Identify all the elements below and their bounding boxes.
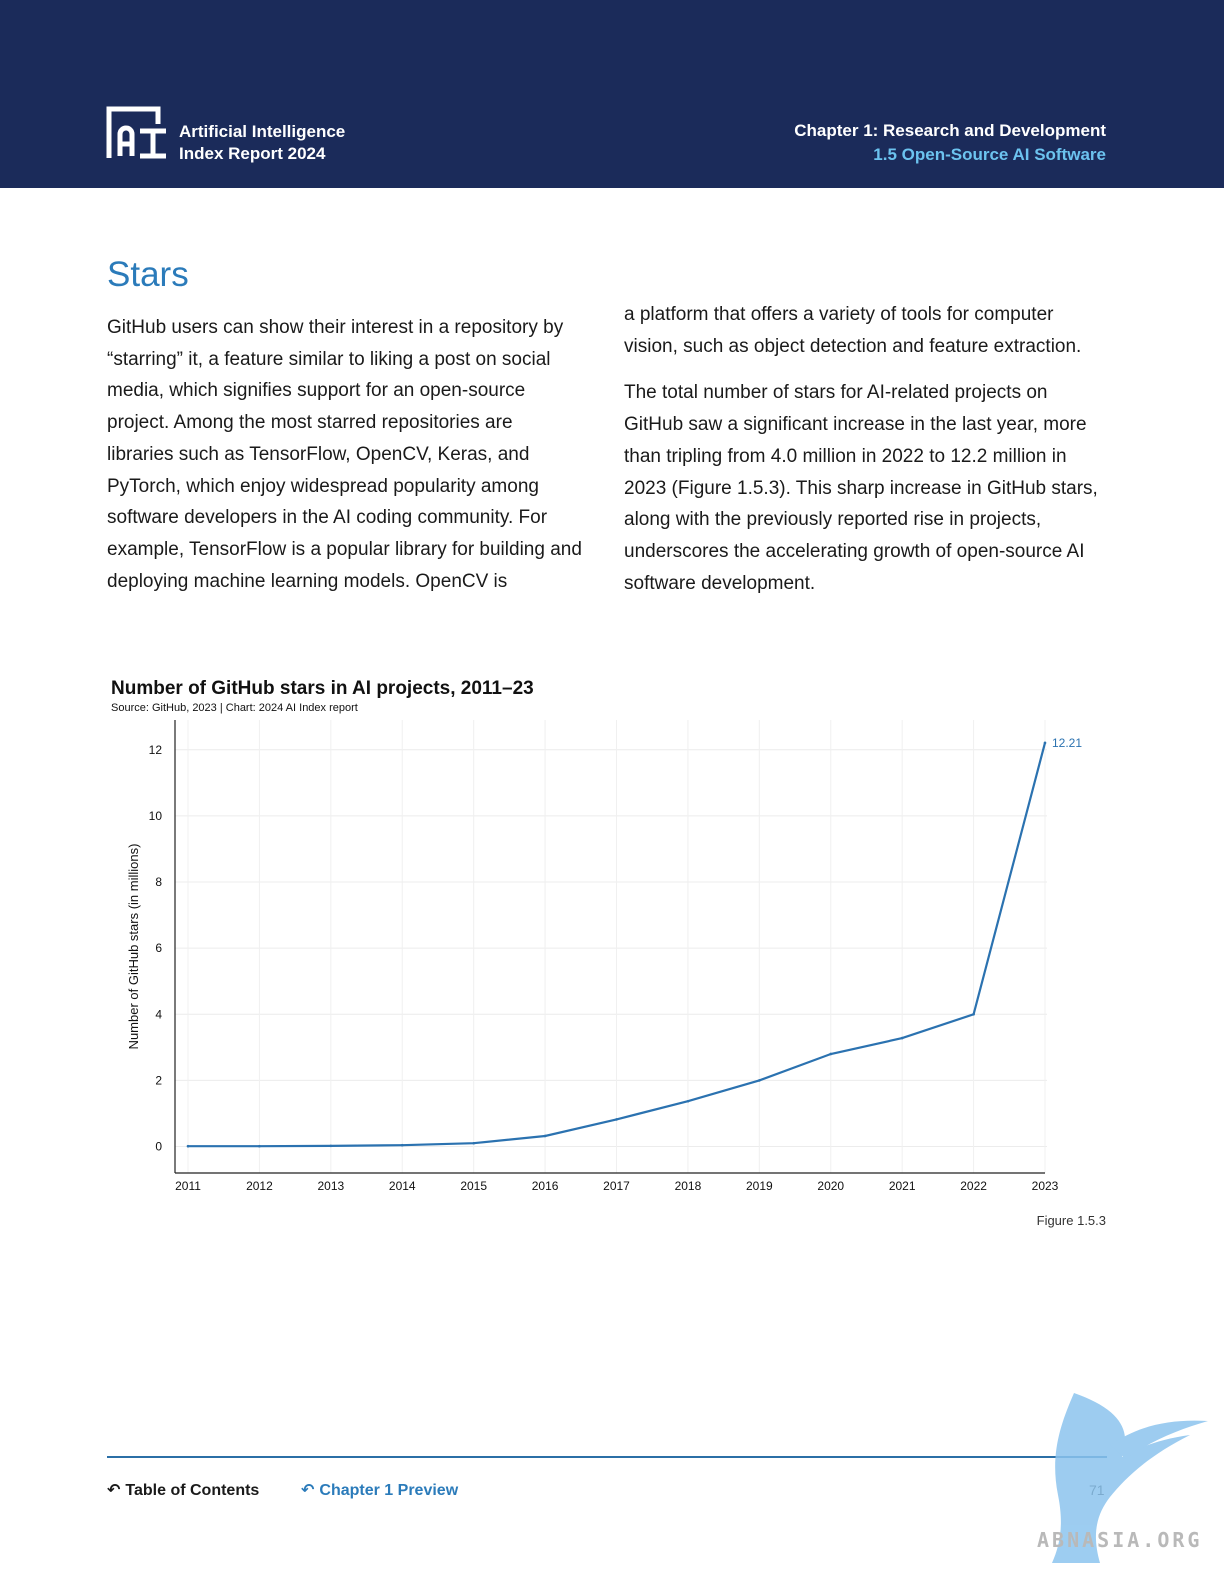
body-paragraph: a platform that offers a variety of tool… <box>624 304 1082 357</box>
report-title: Artificial Intelligence Index Report 202… <box>179 121 345 165</box>
right-column: a platform that offers a variety of tool… <box>624 299 1109 614</box>
report-title-line1: Artificial Intelligence <box>179 122 346 141</box>
data-point <box>472 1141 475 1145</box>
figure-label: Figure 1.5.3 <box>1036 1213 1106 1228</box>
data-point <box>615 1118 618 1121</box>
ai-index-logo-icon <box>106 106 166 159</box>
x-tick-label: 2018 <box>675 1179 702 1193</box>
report-title-line2: Index Report 2024 <box>179 144 326 163</box>
series-points <box>186 741 1047 1148</box>
body-paragraph: The total number of stars for AI-related… <box>624 382 1098 594</box>
x-tick-label: 2012 <box>246 1179 273 1193</box>
data-point <box>758 1079 761 1082</box>
x-tick-label: 2020 <box>817 1179 844 1193</box>
chart-title: Number of GitHub stars in AI projects, 2… <box>111 678 534 699</box>
x-tick-label: 2013 <box>317 1179 344 1193</box>
end-value-label: 12.21 <box>1052 736 1082 750</box>
data-point <box>329 1144 333 1148</box>
chart-axes <box>174 720 1045 1174</box>
y-axis-ticks: 0 2 4 6 8 10 12 <box>149 743 163 1154</box>
data-point <box>186 1144 190 1148</box>
chapter-link-label: Chapter 1 Preview <box>319 1482 459 1499</box>
body-paragraph: GitHub users can show their interest in … <box>107 317 582 592</box>
data-point <box>543 1134 547 1138</box>
data-point <box>900 1036 904 1040</box>
return-arrow-icon: ↶ <box>301 1482 315 1499</box>
y-tick-label: 12 <box>149 743 163 757</box>
watermark-text: ABNASIA.ORG <box>1037 1528 1203 1552</box>
data-point <box>400 1143 404 1147</box>
table-of-contents-link[interactable]: ↶ Table of Contents <box>107 1480 259 1500</box>
data-point <box>972 1012 975 1016</box>
x-tick-label: 2023 <box>1032 1179 1059 1193</box>
y-tick-label: 2 <box>155 1073 162 1087</box>
chapter-info: Chapter 1: Research and Development 1.5 … <box>794 119 1106 167</box>
footer-divider <box>107 1456 1107 1458</box>
data-point <box>686 1099 690 1103</box>
chapter-section: 1.5 Open-Source AI Software <box>873 145 1106 164</box>
griffin-watermark-icon <box>1052 1393 1208 1563</box>
y-axis-label: Number of GitHub stars (in millions) <box>126 844 141 1050</box>
y-tick-label: 0 <box>155 1140 162 1154</box>
x-tick-label: 2014 <box>389 1179 416 1193</box>
x-tick-label: 2022 <box>960 1179 987 1193</box>
toc-link-label: Table of Contents <box>125 1482 260 1499</box>
data-point <box>1043 741 1047 745</box>
chapter-preview-link[interactable]: ↶ Chapter 1 Preview <box>301 1480 458 1500</box>
x-tick-label: 2019 <box>746 1179 773 1193</box>
chart-source: Source: GitHub, 2023 | Chart: 2024 AI In… <box>111 702 358 714</box>
data-point <box>258 1144 261 1148</box>
x-axis-ticks: 2011 2012 2013 2014 2015 2016 2017 2018 2019 2020… <box>175 1179 1059 1193</box>
section-heading: Stars <box>107 255 189 294</box>
return-arrow-icon: ↶ <box>107 1482 121 1499</box>
page-header: Artificial Intelligence Index Report 202… <box>0 0 1224 188</box>
x-tick-label: 2017 <box>603 1179 630 1193</box>
x-tick-label: 2015 <box>460 1179 487 1193</box>
y-tick-label: 8 <box>155 875 162 889</box>
chapter-title: Chapter 1: Research and Development <box>794 121 1106 140</box>
x-tick-label: 2021 <box>889 1179 916 1193</box>
x-tick-label: 2011 <box>175 1179 201 1193</box>
data-point <box>829 1052 833 1056</box>
chart-grid <box>175 720 1047 1173</box>
y-tick-label: 4 <box>155 1007 162 1021</box>
left-column: GitHub users can show their interest in … <box>107 312 582 612</box>
y-tick-label: 10 <box>149 809 163 823</box>
y-tick-label: 6 <box>155 941 162 955</box>
x-tick-label: 2016 <box>532 1179 559 1193</box>
